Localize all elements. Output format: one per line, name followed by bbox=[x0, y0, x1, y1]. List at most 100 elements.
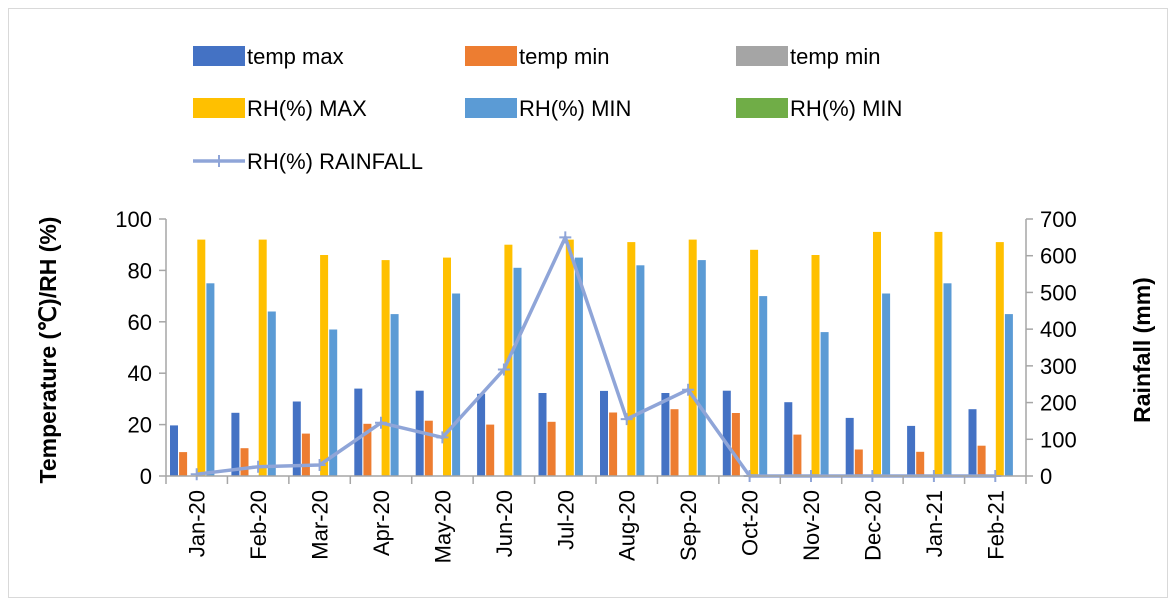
bar bbox=[636, 265, 645, 476]
y2-tick-label: 300 bbox=[1040, 354, 1077, 379]
plot-area bbox=[170, 231, 1013, 482]
chart-frame bbox=[8, 8, 1168, 598]
bar bbox=[206, 283, 215, 477]
legend-label: RH(%) MAX bbox=[247, 96, 367, 121]
bar bbox=[995, 242, 1004, 476]
x-tick-label: Jul-20 bbox=[553, 490, 578, 550]
bar bbox=[329, 329, 338, 476]
y-tick-label: 60 bbox=[128, 310, 152, 335]
bar bbox=[854, 449, 863, 476]
bar bbox=[977, 445, 986, 476]
bar bbox=[240, 448, 249, 476]
rainfall-point bbox=[682, 383, 695, 396]
legend-swatch bbox=[736, 46, 788, 66]
legend-swatch bbox=[736, 98, 788, 118]
bar bbox=[722, 390, 731, 476]
x-tick-label: Jan-21 bbox=[922, 490, 947, 557]
bar bbox=[267, 311, 276, 476]
legend-label: temp max bbox=[247, 44, 344, 69]
bar bbox=[750, 249, 759, 476]
bar bbox=[811, 255, 820, 476]
rainfall-point bbox=[190, 468, 203, 481]
x-tick-label: Feb-20 bbox=[246, 490, 271, 560]
bar bbox=[845, 417, 854, 476]
bar bbox=[1004, 314, 1013, 476]
bar bbox=[793, 434, 802, 476]
bar bbox=[292, 401, 301, 476]
legend-label: RH(%) RAINFALL bbox=[247, 149, 423, 174]
y2-tick-label: 0 bbox=[1040, 464, 1052, 489]
x-tick-label: Mar-20 bbox=[308, 490, 333, 560]
y2-tick-label: 400 bbox=[1040, 317, 1077, 342]
rainfall-point bbox=[497, 363, 510, 376]
bar bbox=[661, 393, 670, 476]
bar bbox=[381, 260, 390, 476]
y-tick-label: 80 bbox=[128, 258, 152, 283]
y-axis-title: Temperature (℃)/RH (%) bbox=[35, 217, 61, 484]
y2-tick-label: 200 bbox=[1040, 391, 1077, 416]
bar bbox=[424, 420, 433, 476]
y2-tick-label: 600 bbox=[1040, 244, 1077, 269]
bar bbox=[301, 433, 310, 476]
legend-label: RH(%) MIN bbox=[519, 96, 631, 121]
bar bbox=[943, 283, 952, 477]
bar bbox=[688, 239, 697, 476]
bar bbox=[873, 231, 881, 476]
legend-swatch bbox=[193, 98, 245, 118]
rainfall-point bbox=[252, 460, 265, 473]
bar bbox=[916, 451, 925, 476]
bar bbox=[179, 452, 188, 476]
bar bbox=[934, 231, 943, 476]
x-tick-label: Nov-20 bbox=[799, 490, 824, 561]
bar bbox=[968, 409, 977, 476]
bar bbox=[197, 239, 206, 476]
bar bbox=[670, 409, 679, 476]
bar bbox=[363, 423, 372, 476]
legend-label: temp min bbox=[790, 44, 880, 69]
y-tick-label: 40 bbox=[128, 361, 152, 386]
x-tick-label: Dec-20 bbox=[860, 490, 885, 561]
y-tick-label: 20 bbox=[128, 413, 152, 438]
bar bbox=[320, 255, 329, 476]
rainfall-point bbox=[313, 459, 326, 471]
x-tick-label: Sep-20 bbox=[676, 490, 701, 561]
y2-tick-label: 700 bbox=[1040, 207, 1077, 232]
bar bbox=[697, 260, 706, 476]
bar bbox=[443, 257, 451, 476]
bar bbox=[882, 293, 891, 476]
legend-swatch bbox=[193, 46, 245, 66]
rainfall-point bbox=[620, 413, 633, 426]
bar bbox=[170, 425, 178, 476]
bar bbox=[513, 267, 522, 476]
bar bbox=[820, 332, 829, 476]
bar bbox=[907, 425, 916, 476]
bar bbox=[759, 296, 768, 476]
bar bbox=[574, 257, 583, 476]
bar bbox=[627, 242, 636, 476]
legend: temp max temp min temp min RH(%) MAX RH(%) M… bbox=[193, 44, 902, 174]
axes: 0 20 40 60 80 100 0 100 200 300 400 500 600 700 Jan-20… bbox=[115, 207, 1076, 563]
rainfall-point bbox=[375, 416, 387, 429]
bar bbox=[486, 424, 495, 476]
bar bbox=[600, 390, 608, 476]
legend-label: RH(%) MIN bbox=[790, 96, 902, 121]
bar bbox=[477, 393, 486, 476]
x-tick-label: Apr-20 bbox=[369, 490, 394, 556]
bar bbox=[731, 413, 740, 476]
rainfall-point bbox=[559, 231, 572, 244]
x-tick-label: Aug-20 bbox=[615, 490, 640, 561]
bar bbox=[547, 421, 556, 476]
legend-swatch bbox=[465, 98, 517, 118]
legend-label: temp min bbox=[519, 44, 609, 69]
x-tick-label: Jun-20 bbox=[492, 490, 517, 557]
x-tick-label: Feb-21 bbox=[983, 490, 1008, 560]
x-tick-label: May-20 bbox=[430, 490, 455, 563]
x-tick-label: Oct-20 bbox=[738, 490, 763, 556]
y2-tick-label: 500 bbox=[1040, 280, 1077, 305]
x-tick-label: Jan-20 bbox=[185, 490, 210, 557]
bar bbox=[609, 412, 618, 476]
bar bbox=[784, 402, 793, 476]
bar bbox=[390, 314, 399, 476]
bar bbox=[565, 239, 574, 476]
